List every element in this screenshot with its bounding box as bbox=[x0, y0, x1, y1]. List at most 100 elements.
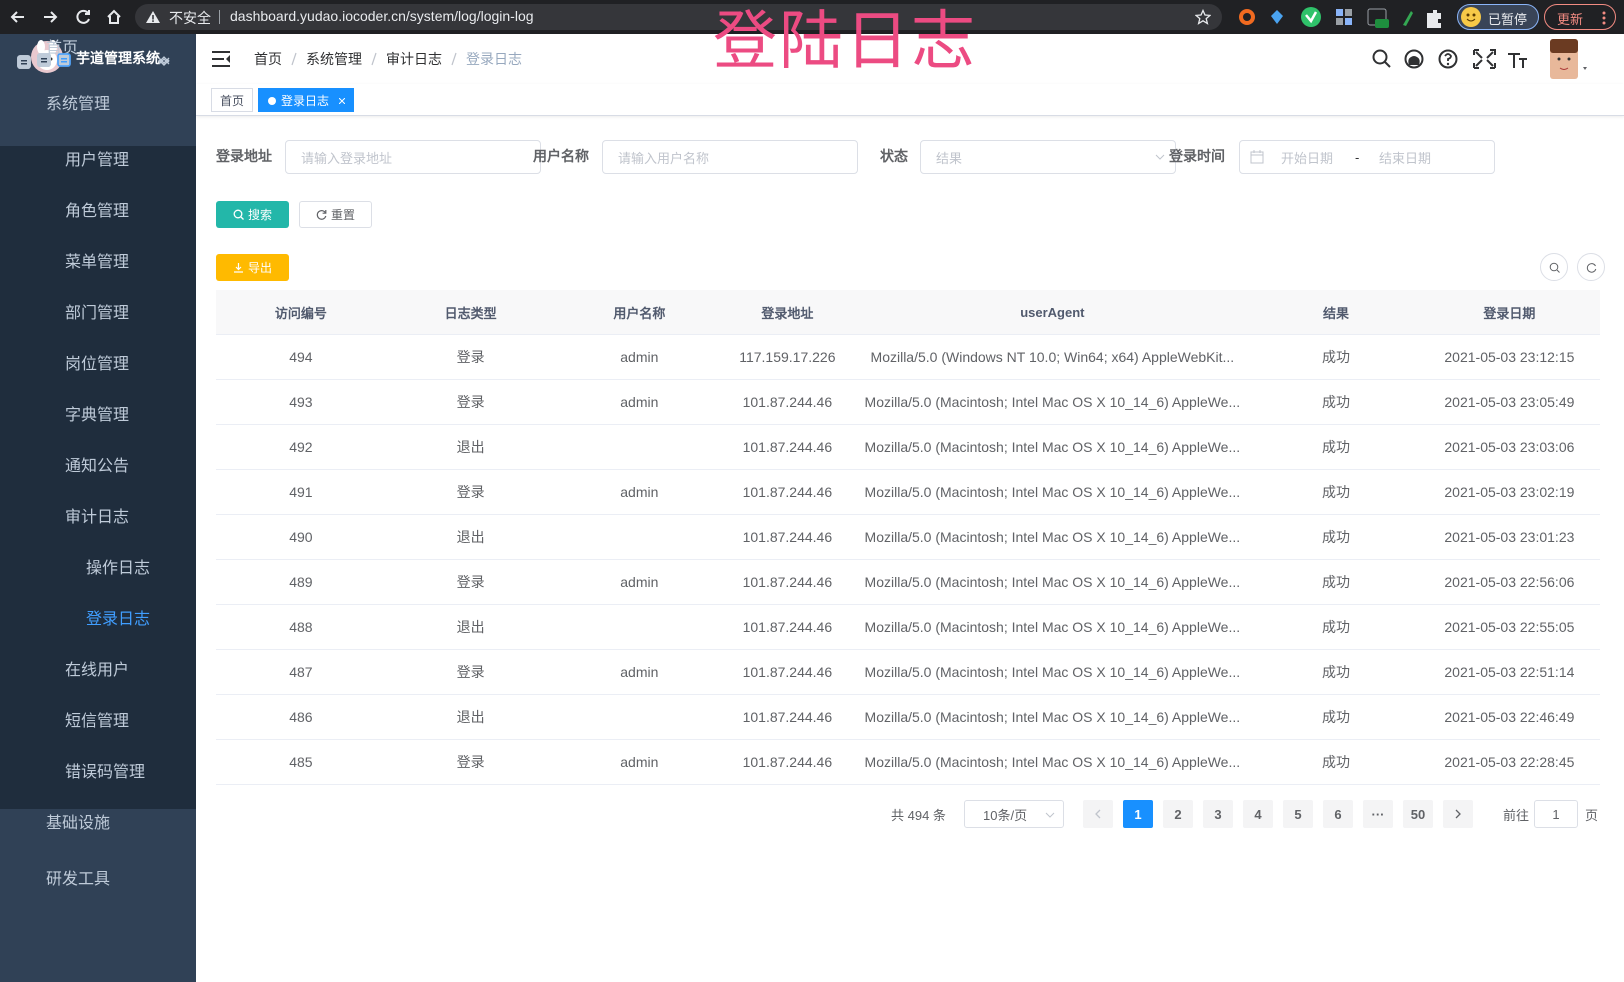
tag-label: 登录日志 bbox=[281, 93, 330, 108]
navbar-icons[interactable] bbox=[1370, 46, 1550, 72]
page-number[interactable]: 5 bbox=[1283, 800, 1313, 828]
tag[interactable]: 登录日志 bbox=[258, 88, 355, 112]
table-cell: 492 bbox=[216, 424, 386, 470]
log-table: 访问编号 日志类型 用户名称 登录地址 userAgent 结果 登录日期 494 登录 admi… bbox=[216, 290, 1600, 785]
menu-item[interactable]: 角色管理 bbox=[0, 52, 196, 248]
page-number[interactable]: 6 bbox=[1323, 800, 1353, 828]
table-cell: 2021-05-03 23:12:15 bbox=[1418, 334, 1600, 380]
bookmark-star[interactable] bbox=[1195, 9, 1211, 25]
table-cell: 退出 bbox=[385, 694, 556, 740]
table-row: 494 登录 admin 117.159.17.226 Mozilla/5.0 (Win… bbox=[216, 334, 1600, 380]
profile-chip[interactable]: 已暂停 bbox=[1457, 4, 1539, 30]
tag[interactable]: 首页 bbox=[211, 88, 254, 112]
table-cell bbox=[555, 514, 724, 560]
filter-label: 状态 bbox=[880, 148, 908, 164]
page-number[interactable]: 2 bbox=[1163, 800, 1193, 828]
breadcrumb-item[interactable]: 审计日志 bbox=[386, 51, 442, 67]
next-icon bbox=[1455, 809, 1461, 819]
page-number[interactable]: 50 bbox=[1403, 800, 1433, 828]
refresh-toolbar-button[interactable] bbox=[1577, 253, 1605, 281]
menu-item[interactable]: 研发工具 bbox=[0, 55, 196, 921]
menu-chevron bbox=[158, 59, 170, 66]
table-cell: 117.159.17.226 bbox=[723, 334, 852, 380]
prev-page[interactable] bbox=[1083, 800, 1113, 828]
page-number[interactable]: 3 bbox=[1203, 800, 1233, 828]
page-number[interactable]: ··· bbox=[1363, 800, 1393, 828]
filter-input[interactable]: 开始日期 - 结束日期 bbox=[1239, 140, 1495, 174]
table-cell: admin bbox=[555, 379, 724, 425]
column-header: 日志类型 bbox=[385, 290, 556, 335]
goto-input[interactable]: 1 bbox=[1534, 800, 1578, 828]
update-chip[interactable]: 更新 bbox=[1544, 4, 1616, 30]
table-cell: 486 bbox=[216, 694, 386, 740]
menu-label: 研发工具 bbox=[46, 871, 111, 888]
table-cell: 101.87.244.46 bbox=[723, 559, 852, 605]
menu-label: 系统管理 bbox=[46, 96, 111, 113]
browser-nav-icons[interactable] bbox=[0, 0, 130, 34]
header-row: 访问编号 日志类型 用户名称 登录地址 userAgent 结果 登录日期 bbox=[216, 290, 1600, 335]
menu-label: 通知公告 bbox=[65, 458, 130, 475]
toolbar-icon bbox=[1586, 263, 1597, 273]
filter-label: 登录地址 bbox=[216, 148, 272, 164]
menu-label: 部门管理 bbox=[65, 305, 130, 322]
menu-label: 审计日志 bbox=[65, 509, 130, 526]
menu-item[interactable]: 用户管理 bbox=[0, 52, 196, 197]
page-unit: 页 bbox=[1585, 808, 1599, 823]
menu-icon bbox=[17, 55, 31, 69]
table-cell: Mozilla/5.0 (Macintosh; Intel Mac OS X 1… bbox=[851, 649, 1254, 695]
placeholder: 请输入登录地址 bbox=[301, 150, 393, 166]
menu-item[interactable]: 登录日志 bbox=[0, 52, 196, 656]
prev-icon bbox=[1095, 809, 1101, 819]
menu-label: 短信管理 bbox=[65, 713, 130, 730]
menu-item[interactable]: 部门管理 bbox=[0, 52, 196, 350]
menu-item[interactable]: 字典管理 bbox=[0, 52, 196, 452]
table-row: 488 退出 101.87.244.46 Mozilla/5.0 (Macintosh… bbox=[216, 604, 1600, 650]
table-cell: 登录 bbox=[385, 334, 556, 380]
table-row: 491 登录 admin 101.87.244.46 Mozilla/5.0 (Maci… bbox=[216, 469, 1600, 515]
page-number[interactable]: 4 bbox=[1243, 800, 1273, 828]
more-icon bbox=[1602, 11, 1606, 25]
page-size-select[interactable]: 10条/页 bbox=[964, 800, 1064, 828]
breadcrumb-separator bbox=[371, 52, 377, 66]
user-avatar[interactable] bbox=[1550, 39, 1590, 81]
reset-button[interactable]: 重置 bbox=[299, 201, 372, 228]
menu: 首页 系统管理 用户管理 角色管理 菜单管理 部门管理 岗位管理 字典管理 通知公告 审计日志 操作… bbox=[0, 34, 196, 982]
menu-label: 岗位管理 bbox=[65, 356, 130, 373]
hamburger[interactable] bbox=[212, 50, 230, 68]
next-page[interactable] bbox=[1443, 800, 1473, 828]
table-row: 487 登录 admin 101.87.244.46 Mozilla/5.0 (Maci… bbox=[216, 649, 1600, 695]
table-row: 489 登录 admin 101.87.244.46 Mozilla/5.0 (Maci… bbox=[216, 559, 1600, 605]
search-button[interactable]: 搜索 bbox=[216, 201, 289, 228]
omnibox[interactable]: 不安全 dashboard.yudao.iocoder.cn/system/lo… bbox=[135, 4, 1222, 30]
overlay-title: 登陆日志 bbox=[713, 5, 977, 77]
menu-item[interactable]: 错误码管理 bbox=[0, 52, 196, 809]
breadcrumb-item[interactable]: 首页 bbox=[254, 51, 282, 67]
column-header: userAgent bbox=[851, 290, 1254, 335]
filter-input[interactable]: 请输入登录地址 bbox=[285, 140, 541, 174]
filter-input[interactable]: 结果 bbox=[920, 140, 1176, 174]
table-cell: 494 bbox=[216, 334, 386, 380]
table-cell: 101.87.244.46 bbox=[723, 604, 852, 650]
breadcrumb-item[interactable]: 系统管理 bbox=[306, 51, 362, 67]
menu-label: 错误码管理 bbox=[65, 764, 146, 781]
column-header: 访问编号 bbox=[216, 290, 386, 335]
menu-item[interactable]: 操作日志 bbox=[0, 52, 196, 605]
goto-value: 1 bbox=[1552, 806, 1560, 822]
filter-input[interactable]: 请输入用户名称 bbox=[602, 140, 858, 174]
browser-bar: 不安全 dashboard.yudao.iocoder.cn/system/lo… bbox=[0, 0, 1624, 34]
range-separator: - bbox=[1355, 149, 1360, 165]
export-button[interactable]: 导出 bbox=[216, 254, 289, 281]
page-number[interactable]: 1 bbox=[1123, 800, 1153, 828]
extension-icons[interactable] bbox=[1235, 0, 1455, 34]
menu-label: 操作日志 bbox=[86, 560, 151, 577]
table-cell: Mozilla/5.0 (Macintosh; Intel Mac OS X 1… bbox=[851, 739, 1254, 785]
search-toolbar-button[interactable] bbox=[1540, 253, 1568, 281]
insecure-label: 不安全 bbox=[169, 10, 211, 26]
table-cell: 成功 bbox=[1253, 469, 1419, 515]
logo-title: 芋道管理系统 bbox=[76, 50, 160, 66]
placeholder: 结果 bbox=[936, 150, 963, 166]
menu-item[interactable]: 审计日志 bbox=[0, 52, 196, 554]
table-cell: Mozilla/5.0 (Macintosh; Intel Mac OS X 1… bbox=[851, 379, 1254, 425]
tag-close bbox=[339, 98, 346, 104]
table-cell: 2021-05-03 22:55:05 bbox=[1418, 604, 1600, 650]
